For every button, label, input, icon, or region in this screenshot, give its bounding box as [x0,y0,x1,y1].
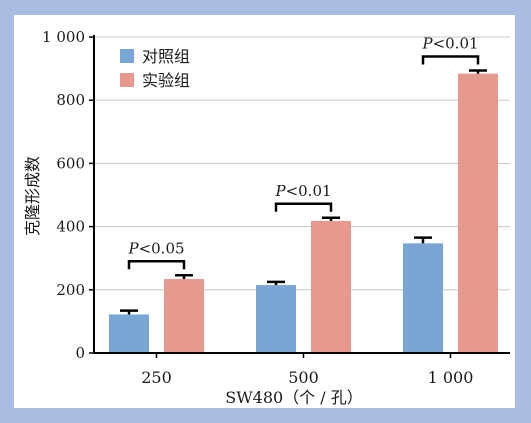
p-value-label: P<0.01 [274,182,331,200]
y-tick-label: 600 [56,154,85,172]
p-symbol: P [127,239,139,257]
y-tick-label: 0 [75,344,85,362]
tick-labels: 0 200 400 600 800 1 000 250 500 1 000 [42,28,473,387]
y-tick-label: 800 [56,91,85,109]
x-tick-label: 500 [288,368,319,387]
legend-swatch [120,49,134,63]
p-symbol: P [274,182,286,200]
axes [89,35,510,358]
p-value: <0.05 [139,239,185,257]
y-axis-label: 克隆形成数 [23,156,42,236]
p-symbol: P [421,34,433,52]
significance-annotations: P<0.05P<0.01P<0.01 [127,34,480,270]
bar [164,279,204,353]
p-value-label: P<0.01 [421,34,478,52]
bar [256,285,296,353]
p-value: <0.01 [286,182,332,200]
significance-bracket [127,260,186,270]
y-tick-label: 1 000 [42,28,85,46]
legend-label: 实验组 [142,71,190,90]
bar [403,243,443,353]
x-tick-label: 1 000 [428,368,474,387]
x-axis-label: SW480（个 / 孔） [225,388,363,407]
y-tick-label: 200 [56,281,85,299]
p-value: <0.01 [433,34,479,52]
significance-bracket [421,55,480,65]
legend-swatch [120,73,134,87]
bar [458,73,498,353]
bar [109,314,149,353]
y-tick-label: 400 [56,218,85,236]
legend-label: 对照组 [142,47,190,66]
bars [109,69,498,353]
bar [311,220,351,353]
significance-bracket [274,202,333,212]
p-value-label: P<0.05 [127,239,184,257]
x-tick-label: 250 [141,368,172,387]
